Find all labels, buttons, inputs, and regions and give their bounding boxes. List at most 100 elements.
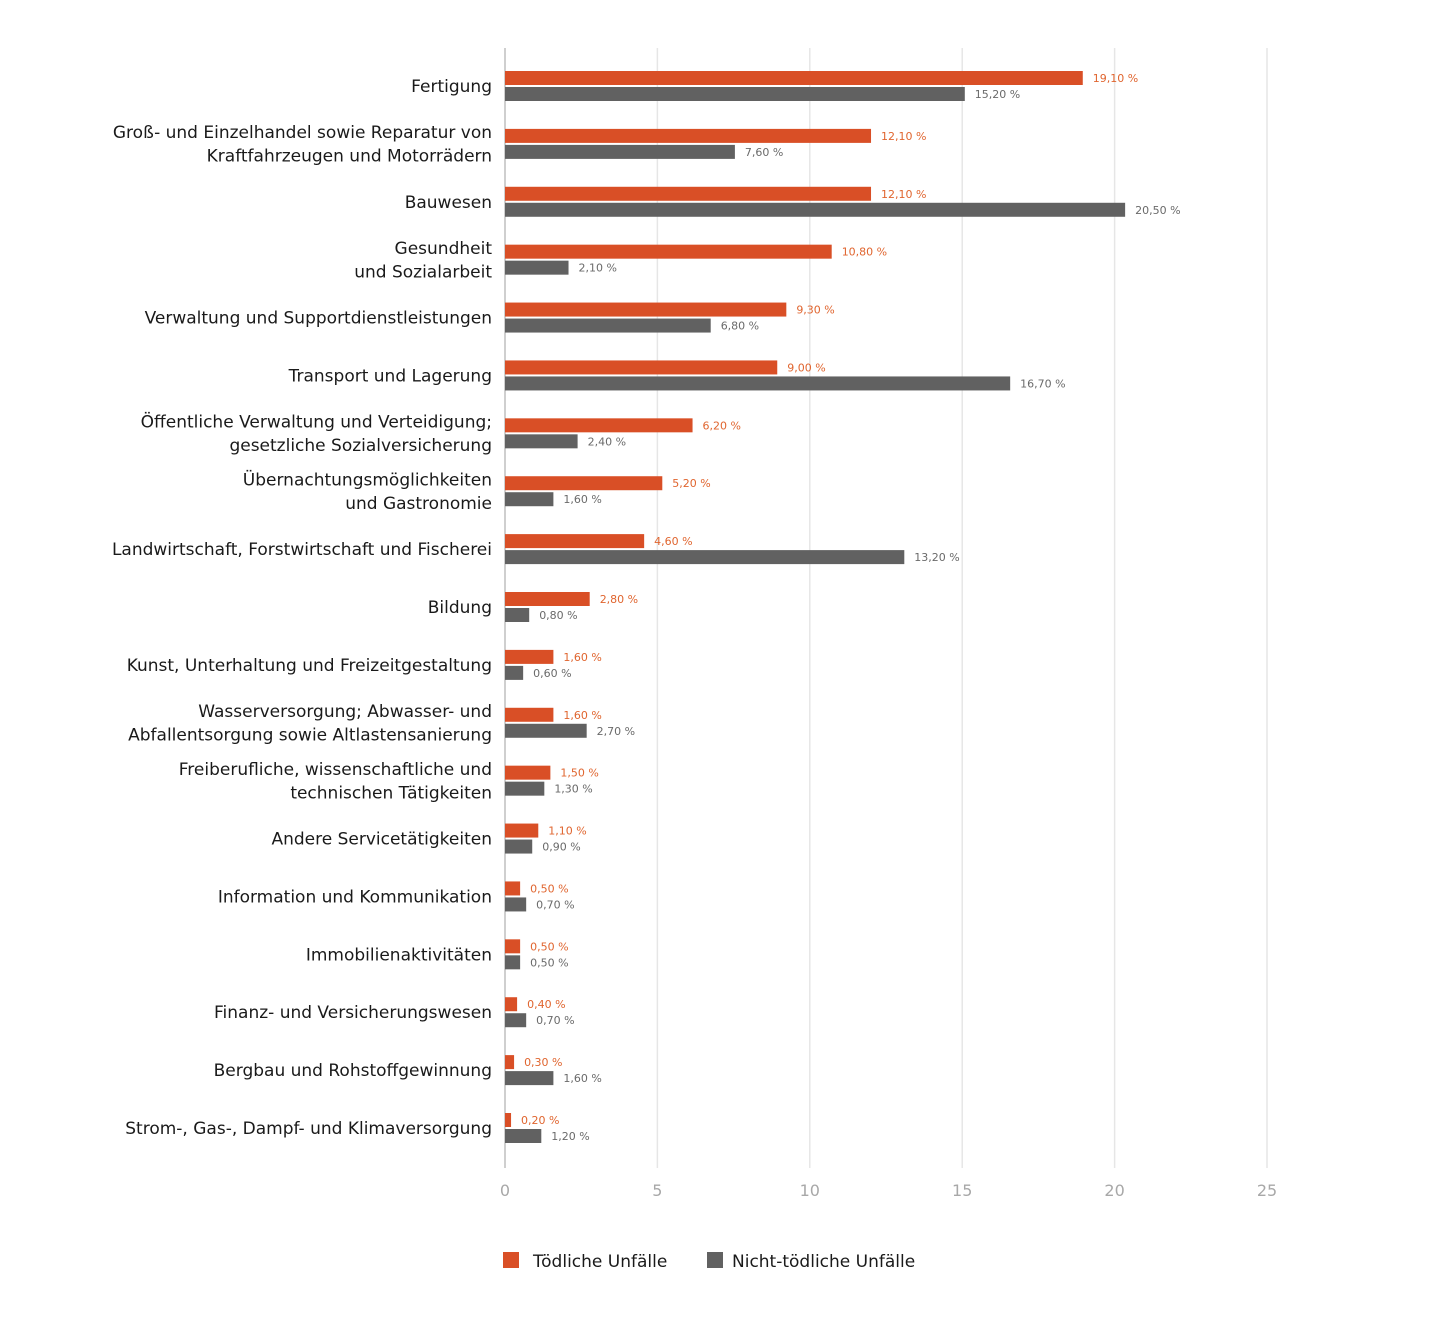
bar-nonfatal — [505, 87, 965, 101]
bar-nonfatal — [505, 260, 569, 275]
data-label: 19,10 % — [1093, 72, 1138, 85]
category-label: Immobilienaktivitäten — [306, 945, 492, 965]
bar-fatal — [505, 71, 1083, 85]
category-label: Gesundheit — [395, 239, 493, 259]
bar-nonfatal — [505, 376, 1011, 391]
bars: 19,10 % 15,20 % 12,10 % 7,60 % 12,10 % 20,50 … — [505, 71, 1181, 1143]
data-label: 9,30 % — [796, 304, 834, 317]
category-label: Abfallentsorgung sowie Altlastensanierun… — [128, 726, 492, 746]
category-label: Wasserversorgung; Abwasser- und — [198, 702, 492, 722]
bar-fatal — [505, 534, 645, 549]
data-label: 0,70 % — [536, 1014, 574, 1027]
bar-nonfatal — [505, 665, 524, 680]
bar-nonfatal — [505, 608, 530, 622]
category-label: Bergbau und Rohstoffgewinnung — [214, 1061, 492, 1081]
data-label: 1,60 % — [563, 493, 601, 506]
category-label: Übernachtungsmöglichkeiten — [243, 468, 492, 490]
data-label: 1,60 % — [563, 1072, 601, 1085]
bar-nonfatal — [505, 1129, 542, 1143]
data-label: 4,60 % — [654, 535, 692, 548]
bar-fatal — [505, 707, 554, 722]
data-label: 0,50 % — [530, 940, 568, 953]
bar-fatal — [505, 476, 663, 491]
data-label: 2,70 % — [597, 725, 635, 738]
bar-fatal — [505, 765, 551, 780]
data-label: 1,30 % — [554, 783, 592, 796]
data-label: 20,50 % — [1135, 204, 1180, 217]
data-label: 1,60 % — [563, 709, 601, 722]
data-label: 15,20 % — [975, 88, 1020, 101]
data-label: 0,70 % — [536, 898, 574, 911]
legend: Tödliche Unfälle Nicht-tödliche Unfälle — [503, 1252, 915, 1272]
x-tick-label: 25 — [1257, 1181, 1277, 1200]
category-label: Strom-, Gas-, Dampf- und Klimaversorgung — [125, 1119, 492, 1139]
gridlines — [504, 48, 1268, 1168]
category-label: technischen Tätigkeiten — [290, 783, 492, 803]
data-label: 7,60 % — [745, 146, 783, 159]
data-label: 0,50 % — [530, 882, 568, 895]
category-label: Finanz- und Versicherungswesen — [214, 1003, 492, 1023]
bar-fatal — [505, 186, 872, 201]
category-label: und Sozialarbeit — [354, 262, 492, 282]
bar-nonfatal — [505, 1071, 554, 1086]
category-label: Transport und Lagerung — [288, 366, 492, 386]
category-label: Kraftfahrzeugen und Motorrädern — [207, 147, 492, 167]
category-label: Bildung — [428, 598, 492, 618]
category-label: Landwirtschaft, Forstwirtschaft und Fisc… — [112, 540, 492, 560]
data-label: 2,40 % — [588, 435, 626, 448]
data-label: 1,60 % — [563, 651, 601, 664]
bar-fatal — [505, 997, 518, 1012]
category-label: Öffentliche Verwaltung und Verteidigung; — [141, 411, 492, 433]
x-tick-label: 5 — [652, 1181, 662, 1200]
bar-fatal — [505, 128, 872, 143]
data-label: 0,60 % — [533, 667, 571, 680]
x-tick-label: 20 — [1104, 1181, 1124, 1200]
bar-fatal — [505, 244, 832, 259]
category-label: Bauwesen — [405, 193, 492, 213]
bar-fatal — [505, 418, 693, 433]
category-label: und Gastronomie — [345, 494, 492, 514]
bar-fatal — [505, 939, 521, 954]
data-label: 12,10 % — [881, 130, 926, 143]
category-labels: Fertigung Groß- und Einzelhandel sowie Re… — [112, 77, 492, 1139]
bar-nonfatal — [505, 550, 905, 565]
bar-fatal — [505, 1055, 515, 1070]
data-label: 1,20 % — [551, 1130, 589, 1143]
data-label: 1,10 % — [548, 825, 586, 838]
bar-nonfatal — [505, 492, 554, 507]
category-label: Freiberufliche, wissenschaftliche und — [179, 760, 492, 780]
x-tick-label: 15 — [952, 1181, 972, 1200]
category-label: Fertigung — [411, 77, 492, 97]
data-label: 10,80 % — [842, 246, 887, 259]
bar-fatal — [505, 823, 539, 838]
bar-fatal — [505, 1113, 512, 1127]
category-label: Andere Servicetätigkeiten — [271, 830, 492, 850]
data-label: 16,70 % — [1020, 377, 1065, 390]
bar-nonfatal — [505, 723, 587, 738]
bar-nonfatal — [505, 839, 533, 854]
x-tick-label: 0 — [500, 1181, 510, 1200]
bar-nonfatal — [505, 781, 545, 796]
legend-swatch-nonfatal — [707, 1252, 723, 1268]
bar-fatal — [505, 302, 787, 317]
data-label: 1,50 % — [560, 767, 598, 780]
category-label: Verwaltung und Supportdienstleistungen — [145, 309, 492, 329]
category-label: Information und Kommunikation — [218, 887, 492, 907]
data-label: 12,10 % — [881, 188, 926, 201]
bar-fatal — [505, 649, 554, 664]
data-label: 9,00 % — [787, 361, 825, 374]
bar-nonfatal — [505, 897, 527, 912]
x-tick-label: 10 — [800, 1181, 820, 1200]
bar-nonfatal — [505, 955, 521, 970]
data-label: 5,20 % — [672, 477, 710, 490]
category-label: gesetzliche Sozialversicherung — [229, 436, 492, 456]
data-label: 2,10 % — [579, 262, 617, 275]
data-label: 0,50 % — [530, 956, 568, 969]
bar-fatal — [505, 881, 521, 896]
legend-label-nonfatal: Nicht-tödliche Unfälle — [732, 1252, 915, 1272]
bar-nonfatal — [505, 144, 735, 159]
bar-nonfatal — [505, 318, 711, 333]
bar-fatal — [505, 592, 590, 606]
data-label: 2,80 % — [600, 593, 638, 606]
